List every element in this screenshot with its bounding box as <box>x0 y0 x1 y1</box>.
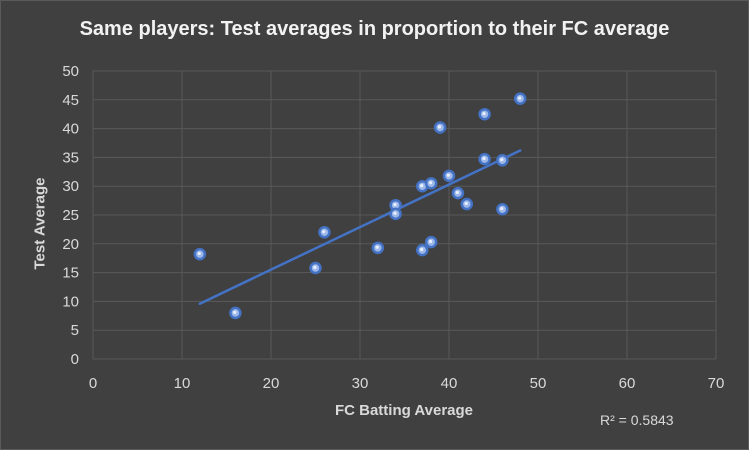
data-point-highlight <box>482 156 486 161</box>
y-tick-label: 40 <box>62 121 79 138</box>
data-point-highlight <box>393 211 397 215</box>
y-tick-label: 45 <box>62 92 79 109</box>
data-point-highlight <box>393 203 397 207</box>
data-point-highlight <box>375 245 379 249</box>
x-axis-label: FC Batting Average <box>334 402 474 419</box>
trendline <box>198 149 522 305</box>
data-point-highlight <box>464 201 468 206</box>
x-tick-label: 30 <box>352 375 369 392</box>
y-tick-label: 50 <box>62 63 79 80</box>
r-squared-label: R² = 0.5843 <box>600 412 674 428</box>
x-tick-label: 50 <box>530 375 547 392</box>
y-tick-label: 5 <box>71 322 79 339</box>
data-point-highlight <box>437 125 442 129</box>
data-point-highlight <box>429 239 433 244</box>
data-point-highlight <box>322 230 326 234</box>
data-point-highlight <box>500 207 504 211</box>
data-point-highlight <box>233 310 237 314</box>
data-point-highlight <box>420 184 424 188</box>
data-point-highlight <box>429 181 433 185</box>
data-point-highlight <box>313 265 317 269</box>
y-tick-label: 10 <box>62 293 79 310</box>
data-point-highlight <box>420 247 424 252</box>
y-tick-label: 20 <box>62 236 79 253</box>
y-tick-label: 35 <box>62 149 79 166</box>
chart-title: Same players: Test averages in proportio… <box>79 18 670 40</box>
data-point-highlight <box>455 190 459 195</box>
y-tick-label: 0 <box>71 351 79 368</box>
data-point-highlight <box>197 251 201 256</box>
y-axis-label: Test Average <box>31 177 49 270</box>
data-point-highlight <box>500 158 504 162</box>
x-tick-label: 10 <box>174 375 191 392</box>
y-tick-label: 15 <box>62 265 79 282</box>
x-tick-label: 40 <box>441 375 458 392</box>
data-point-highlight <box>518 96 522 100</box>
x-tick-label: 20 <box>263 375 280 392</box>
y-tick-label: 25 <box>62 207 79 224</box>
x-tick-label: 60 <box>619 375 636 392</box>
x-tick-label: 0 <box>89 375 97 392</box>
data-point-highlight <box>446 173 450 177</box>
data-point-highlight <box>482 112 486 116</box>
x-tick-label: 70 <box>708 375 725 392</box>
y-tick-label: 30 <box>62 178 79 195</box>
